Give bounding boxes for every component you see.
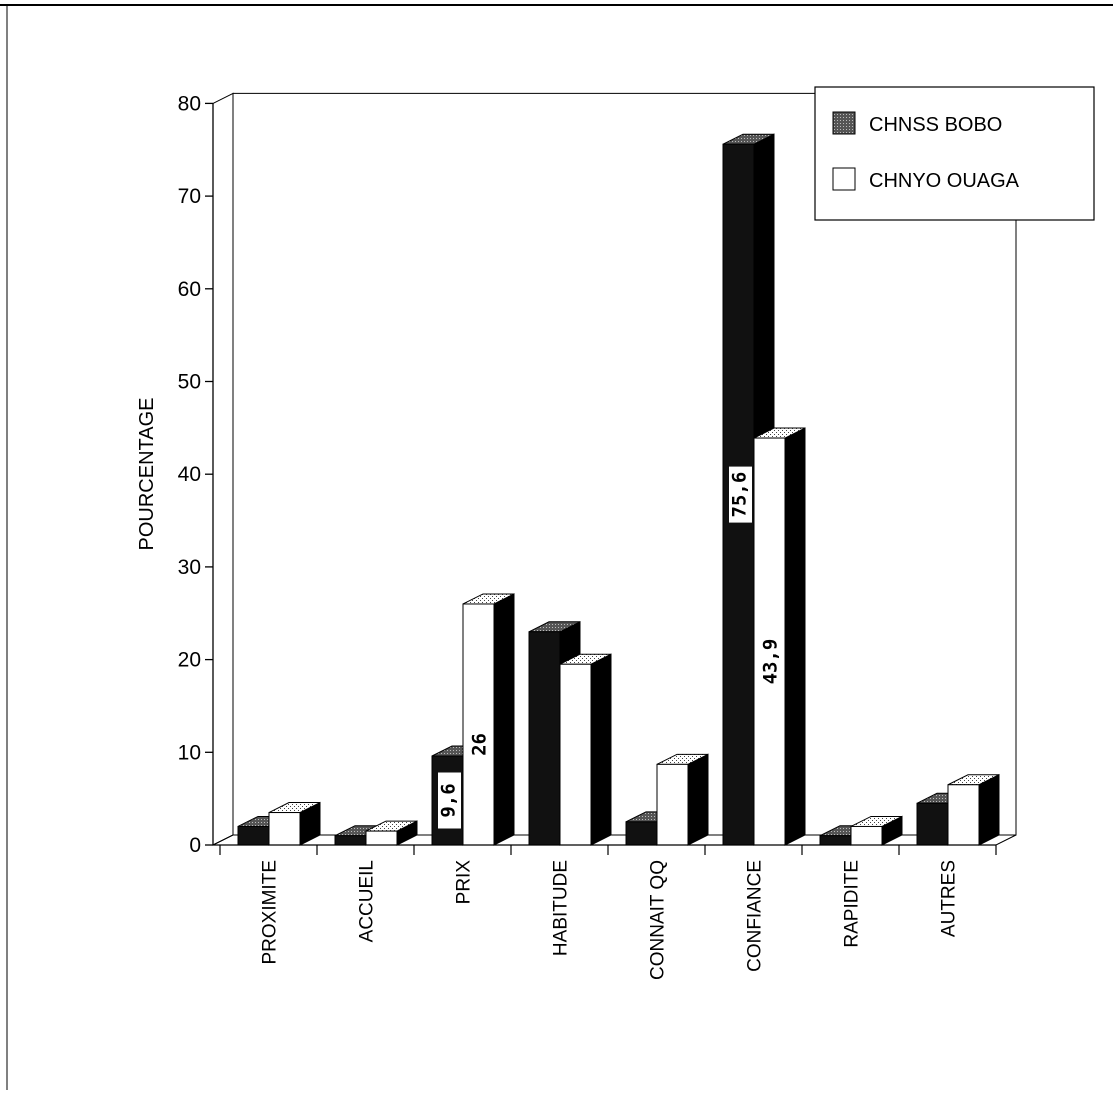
bar-chnyo-ouaga-rapidite: [850, 815, 903, 846]
category-label-autres: AUTRES: [939, 860, 960, 937]
category-labels: PROXIMITE ACCUEIL PRIX HABITUDE CONNAIT QQ CO…: [213, 844, 997, 980]
category-label-proximite: PROXIMITE: [260, 860, 281, 965]
category-label-accueil: ACCUEIL: [357, 860, 378, 942]
data-label-chnyo-ouaga: 43,9: [760, 639, 782, 685]
legend-label-chnyo-ouaga: CHNYO OUAGA: [869, 170, 1020, 192]
category-label-prix: PRIX: [454, 860, 475, 905]
y-tick-label: 20: [178, 649, 201, 672]
data-label-chnss-bobo: 75,6: [729, 466, 752, 523]
svg-text:9,6: 9,6: [438, 783, 460, 817]
bar-chnyo-ouaga-confiance: [753, 427, 806, 846]
y-tick-label: 0: [189, 834, 201, 857]
y-tick-label: 70: [178, 185, 201, 208]
category-label-rapidite: RAPIDITE: [842, 860, 863, 948]
legend-swatch-chnyo-ouaga: [832, 167, 856, 191]
bar-series: 9,6 26 75,6 43,9: [237, 133, 1000, 846]
bar-chnyo-ouaga-proximite: [268, 801, 321, 846]
bar-chnyo-ouaga-habitude: [559, 653, 612, 846]
y-tick-label: 50: [178, 371, 201, 394]
category-label-habitude: HABITUDE: [551, 860, 572, 956]
legend-box: [814, 86, 1095, 221]
data-label-chnss-bobo: 9,6: [438, 772, 461, 829]
y-tick-label: 30: [178, 556, 201, 579]
y-tick-label: 10: [178, 741, 201, 764]
legend-swatch-chnss-bobo: [832, 111, 856, 135]
y-tick-label: 60: [178, 278, 201, 301]
y-axis: 0 10 20 30 40 50 60 70 80: [178, 92, 214, 857]
bar-chnyo-ouaga-autres: [947, 773, 1000, 846]
category-label-connait-qq: CONNAIT QQ: [648, 860, 669, 980]
category-label-confiance: CONFIANCE: [745, 860, 766, 972]
side-wall: [212, 92, 234, 846]
bar-chnyo-ouaga-accueil: [365, 820, 418, 846]
svg-text:75,6: 75,6: [729, 472, 751, 518]
legend-label-chnss-bobo: CHNSS BOBO: [869, 114, 1002, 136]
data-label-chnyo-ouaga: 26: [469, 733, 491, 756]
bar-chnyo-ouaga-prix: [462, 593, 515, 846]
y-tick-label: 80: [178, 92, 201, 115]
bar-chnyo-ouaga-connait-qq: [656, 753, 709, 846]
y-tick-label: 40: [178, 463, 201, 486]
legend: CHNSS BOBO CHNYO OUAGA: [814, 86, 1095, 221]
y-axis-label: POURCENTAGE: [136, 398, 158, 551]
